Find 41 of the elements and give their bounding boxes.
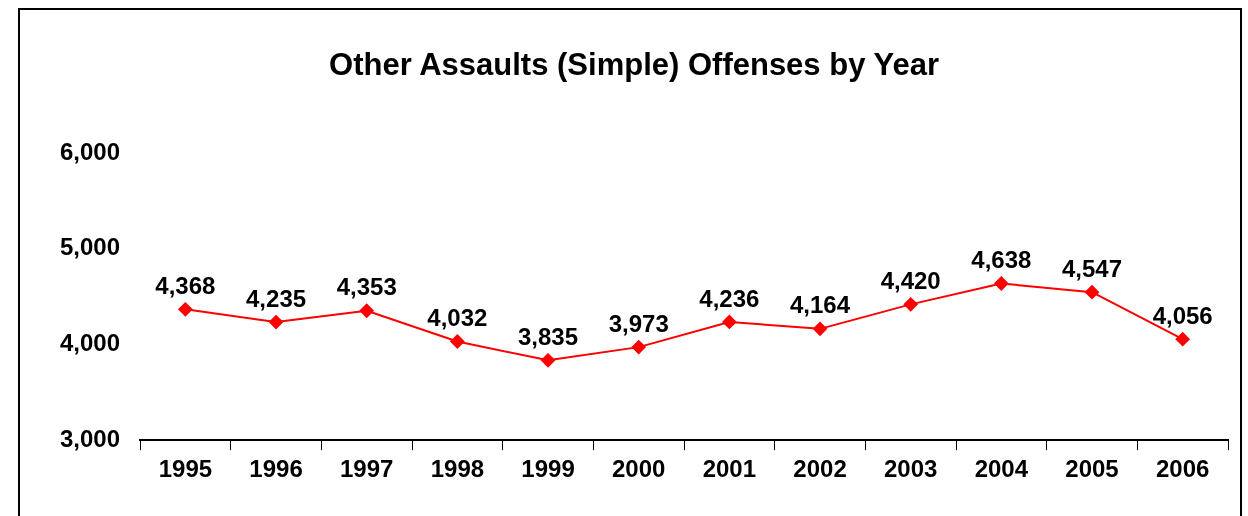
data-label: 4,235 xyxy=(246,284,307,312)
y-tick-label: 3,000 xyxy=(60,424,121,452)
point xyxy=(450,334,465,349)
x-tick-label: 2000 xyxy=(612,455,666,483)
data-label: 4,547 xyxy=(1061,254,1123,282)
x-tick-label: 2003 xyxy=(883,455,938,483)
point xyxy=(1175,332,1190,347)
y-tick-label: 5,000 xyxy=(60,233,121,261)
data-label: 4,353 xyxy=(336,273,397,301)
data-label: 4,638 xyxy=(971,246,1032,274)
x-tick-label: 2006 xyxy=(1155,455,1210,483)
x-tick-label: 2001 xyxy=(702,455,757,483)
data-label: 4,236 xyxy=(699,284,760,312)
x-tick-label: 1998 xyxy=(430,455,485,483)
point xyxy=(541,353,556,368)
point xyxy=(903,297,918,312)
data-label: 4,164 xyxy=(789,291,851,319)
x-tick-label: 2002 xyxy=(793,455,847,483)
point xyxy=(1085,285,1100,300)
point xyxy=(359,303,374,318)
x-tick-label: 2005 xyxy=(1065,455,1119,483)
x-tick-label: 2004 xyxy=(974,455,1029,483)
data-label: 4,056 xyxy=(1152,301,1213,329)
y-tick-label: 4,000 xyxy=(60,329,121,357)
chart-title: Other Assaults (Simple) Offenses by Year xyxy=(329,47,939,83)
x-tick-label: 1997 xyxy=(340,455,394,483)
data-label: 4,032 xyxy=(427,304,488,332)
point xyxy=(178,302,193,317)
data-label: 3,973 xyxy=(608,309,669,337)
data-label: 4,368 xyxy=(155,271,216,299)
point xyxy=(994,276,1009,291)
point xyxy=(269,315,284,330)
point xyxy=(722,314,737,329)
x-tick-label: 1999 xyxy=(521,455,575,483)
x-tick-label: 1996 xyxy=(249,455,303,483)
y-tick-label: 6,000 xyxy=(60,137,121,165)
point xyxy=(631,340,646,355)
point xyxy=(813,321,828,336)
x-tick-label: 1995 xyxy=(158,455,213,483)
data-label: 4,420 xyxy=(880,266,941,294)
data-label: 3,835 xyxy=(518,322,579,350)
